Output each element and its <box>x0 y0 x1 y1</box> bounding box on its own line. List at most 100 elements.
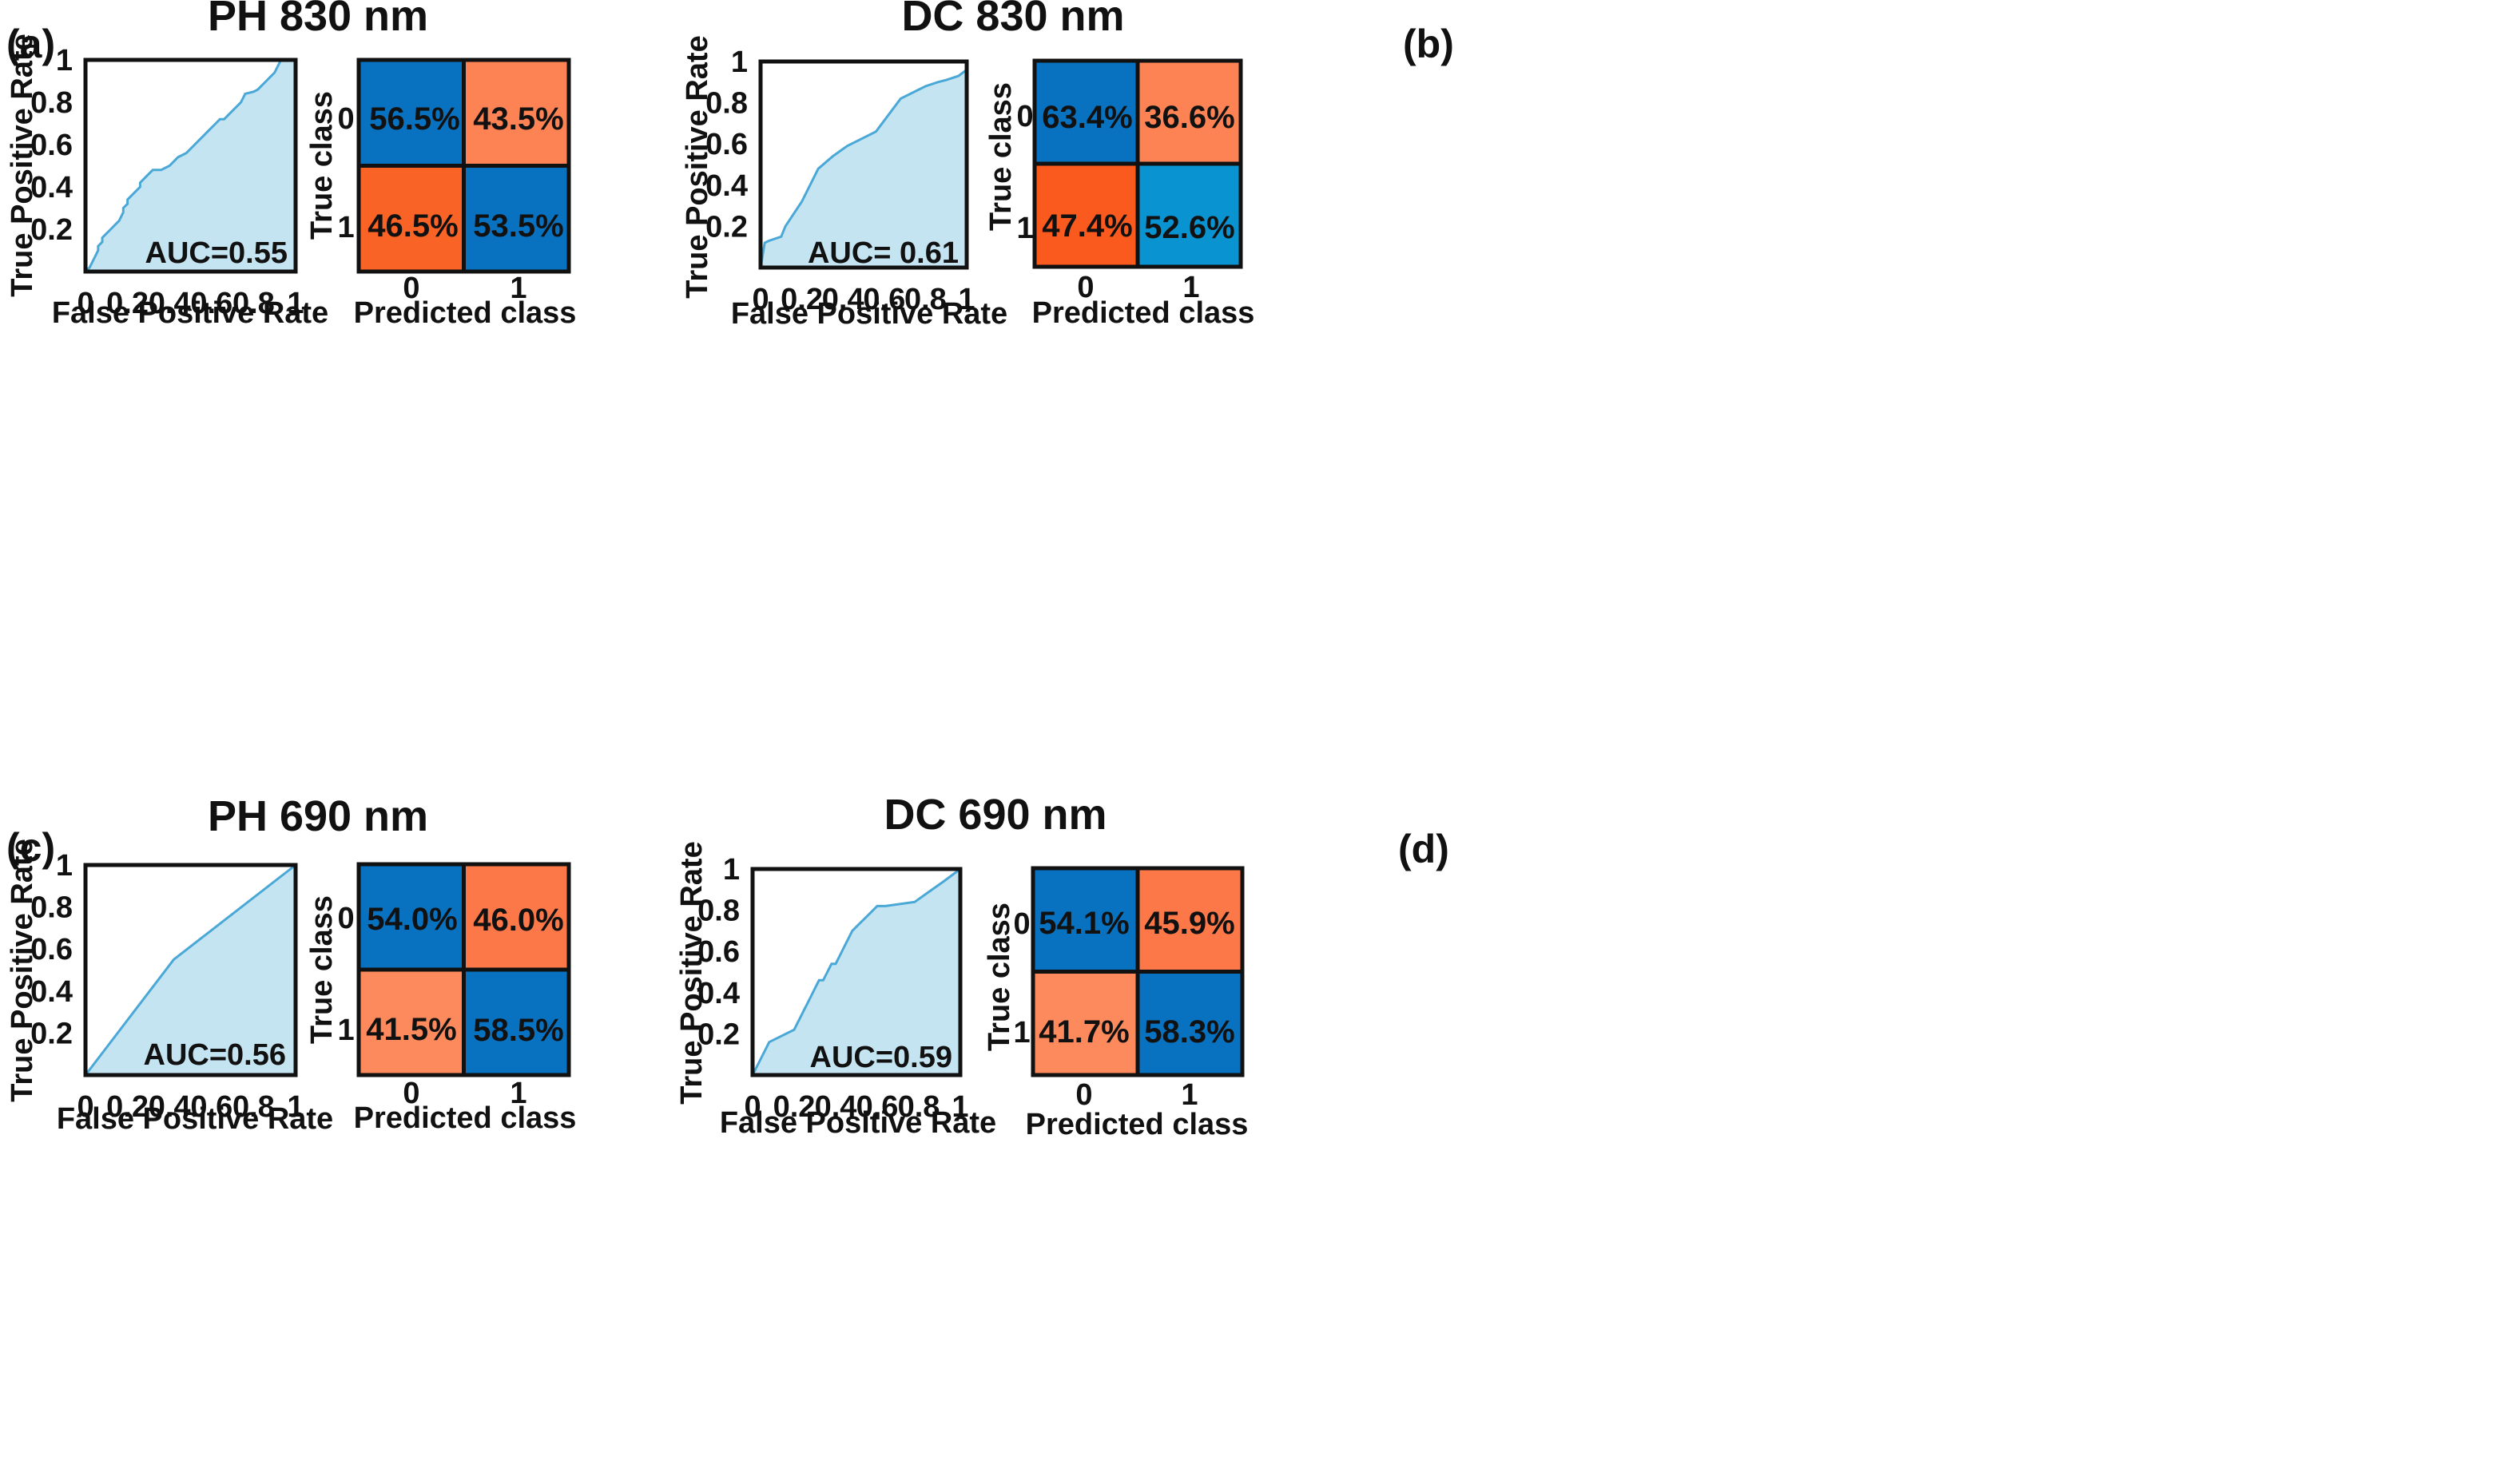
panel-c-roc-xtick-5: 1 <box>287 1090 304 1124</box>
panel-a-title: PH 830 nm <box>208 0 428 40</box>
panel-d-roc-xtick-5: 1 <box>952 1090 968 1124</box>
panel-a-roc-xtick-3: 0.6 <box>190 287 232 320</box>
panel-a-cm-col-label-1: 1 <box>510 272 526 305</box>
panel-b-label: (b) <box>1403 22 1454 66</box>
panel-d-roc-xtick-3: 0.6 <box>856 1090 899 1124</box>
panel-d-cm-row-label-1: 1 <box>1013 1016 1030 1050</box>
panel-c-roc-ytick-0: 0.2 <box>30 1017 73 1050</box>
panel-b-roc-ytick-2: 0.6 <box>705 128 748 161</box>
panel-b-roc-xtick-2: 0.4 <box>822 283 864 316</box>
panel-a-roc-ytick-3: 0.8 <box>30 86 73 120</box>
panel-d-roc-ytick-2: 0.6 <box>697 935 740 969</box>
panel-a-cm-col-label-0: 0 <box>403 272 419 305</box>
panel-b-cm-row-label-1: 1 <box>1016 212 1033 245</box>
panel-c-cm-cell-0-0 <box>359 864 464 970</box>
panel-c-cm-value-0-0: 54.0% <box>367 902 457 937</box>
panel-b-roc-xlabel: False Positive Rate <box>731 297 1007 331</box>
panel-a-cm-cell-1-1 <box>463 165 569 272</box>
panel-a-roc-ytick-4: 1 <box>56 44 73 77</box>
panel-c-cm-cell-1-0 <box>359 970 464 1075</box>
panel-b-roc-xtick-1: 0.2 <box>781 283 823 316</box>
panel-a-cm-value-1-1: 53.5% <box>473 208 563 244</box>
panel-b-roc-xtick-3: 0.6 <box>863 283 905 316</box>
panel-d-auc: AUC=0.59 <box>810 1041 952 1074</box>
panel-d-roc-xtick-0: 0 <box>744 1090 761 1124</box>
panel-b-cm-value-0-1: 36.6% <box>1144 100 1234 135</box>
panel-b-roc-ylabel: True Positive Rate <box>681 35 714 298</box>
panel-c-roc-frame <box>83 863 298 1077</box>
panel-b-cm: 63.4% 36.6% 47.4% 52.6% 0 1 0 1 Predicte… <box>984 58 1254 330</box>
panel-d-roc-curve <box>751 867 961 1076</box>
panel-c-roc-curve <box>84 863 296 1076</box>
panel-d-label: (d) <box>1398 827 1449 871</box>
panel-b-roc-xtick-4: 0.8 <box>904 283 947 316</box>
panel-c: (c) PH 690 nm 0.2 0.4 0.6 0.8 1 0 0.2 0.4 0.6 0.… <box>0 749 1246 1484</box>
panel-c-roc-ytick-1: 0.4 <box>30 975 73 1009</box>
panel-c-roc-ylabel: True Positive Rate <box>6 839 39 1101</box>
panel-a-label: (a) <box>6 22 55 66</box>
panel-b-roc-ytick-0: 0.2 <box>705 210 748 244</box>
panel-d-roc-ytick-0: 0.2 <box>697 1018 740 1051</box>
panel-a-roc-curve <box>84 58 296 273</box>
panel-a: (a) PH 830 nm 0.2 0.4 0.6 0.8 1 0 0.2 0.4 0.6 0.… <box>0 0 1246 735</box>
panel-b-cm-value-0-0: 63.4% <box>1042 100 1132 135</box>
panel-b-cm-value-1-1: 52.6% <box>1144 210 1234 245</box>
panel-a-roc-ylabel: True Positive Rate <box>6 34 39 296</box>
panel-d-roc-xtick-2: 0.4 <box>815 1090 857 1124</box>
panel-d-cm-cell-1-0 <box>1033 971 1138 1075</box>
panel-b-cm-ylabel: True class <box>984 82 1018 231</box>
panel-c-roc-ytick-4: 1 <box>56 849 73 883</box>
panel-d-cm-cell-0-1 <box>1138 868 1242 972</box>
panel-c-roc-xtick-1: 0.2 <box>106 1090 149 1124</box>
panel-c-cm-ylabel: True class <box>305 895 339 1044</box>
panel-c-roc-ytick-2: 0.6 <box>30 933 73 966</box>
panel-a-figure: (a) PH 830 nm 0.20.40.60.81 0 0.2 0.4 0.6 0.… <box>6 0 576 330</box>
panel-a-roc-frame <box>83 58 298 274</box>
panel-b-cm-cell-0-0 <box>1035 61 1138 164</box>
panel-c-roc-area <box>85 865 296 1075</box>
panel-b-cm-col-label-1: 1 <box>1182 271 1199 304</box>
panel-c-roc-xtick-3: 0.6 <box>190 1090 232 1124</box>
panel-d-roc-xtick-4: 0.8 <box>898 1090 940 1124</box>
panel-c-label: (c) <box>6 825 55 870</box>
panel-b-cm-cell-0-1 <box>1138 61 1241 164</box>
panel-b-roc-ytick-1: 0.4 <box>705 169 748 203</box>
panel-a-cm-value-0-1: 43.5% <box>473 101 563 137</box>
panel-a-cm-cell-0-1 <box>463 60 569 166</box>
panel-b-roc-xtick-0: 0 <box>752 283 769 316</box>
panel-d-cm-row-label-0: 0 <box>1013 907 1030 941</box>
panel-c-auc: AUC=0.56 <box>144 1038 286 1072</box>
panel-a-cm-row-label-0: 0 <box>337 102 354 136</box>
panel-c-title: PH 690 nm <box>208 792 428 840</box>
panel-d-cm-value-1-1: 58.3% <box>1144 1014 1234 1050</box>
panel-a-roc-xtick-4: 0.8 <box>232 287 275 320</box>
panel-c-roc-xlabel: False Positive Rate <box>57 1102 333 1136</box>
panel-a-roc-xtick-5: 1 <box>287 287 304 320</box>
panel-d-cm-ylabel: True class <box>983 903 1016 1051</box>
panel-a-roc-xtick-0: 0 <box>77 287 93 320</box>
panel-d-roc-ytick-4: 1 <box>723 853 740 887</box>
panel-b-roc-xtick-5: 1 <box>958 283 975 316</box>
panel-c-cm-xlabel: Predicted class <box>354 1101 577 1135</box>
panel-d-cm-cell-0-0 <box>1033 868 1138 972</box>
panel-c-roc-xtick-2: 0.4 <box>149 1090 191 1124</box>
panel-c-cm-value-0-1: 46.0% <box>473 903 563 938</box>
panel-c-cm-cell-1-1 <box>463 970 569 1075</box>
panel-c-cm-col-label-1: 1 <box>510 1077 526 1110</box>
panel-c-roc-xtick-0: 0 <box>77 1090 93 1124</box>
panel-c-cm-row-label-1: 1 <box>337 1014 354 1047</box>
panel-d-cm-cell-1-1 <box>1138 971 1242 1075</box>
panel-b: (b) DC 830 nm 0.2 0.4 0.6 0.8 1 0 0.2 0.4 0.6 0.… <box>681 0 2505 735</box>
panel-b-cm-cell-1-1 <box>1138 164 1241 267</box>
panel-b-cm-col-label-0: 0 <box>1077 271 1094 304</box>
panel-d: (d) DC 690 nm 0.2 0.4 0.6 0.8 1 0 0.2 0.4 0.6 0.… <box>675 749 2505 1484</box>
panel-d-cm-value-0-1: 45.9% <box>1144 906 1234 941</box>
panel-b-cm-value-1-0: 47.4% <box>1042 208 1132 244</box>
panel-c-roc-xtick-4: 0.8 <box>232 1090 275 1124</box>
panel-d-cm-value-0-0: 54.1% <box>1039 906 1129 941</box>
panel-a-auc: AUC=0.55 <box>145 236 288 270</box>
panel-b-roc-frame <box>758 59 969 270</box>
panel-c-roc: 0.20.40.60.81 0 0.2 0.4 0.6 0.8 1 AUC=0.56 Fa… <box>6 839 333 1136</box>
panel-a-cm-value-0-0: 56.5% <box>369 101 459 137</box>
panel-a-cm-value-1-0: 46.5% <box>368 208 458 244</box>
